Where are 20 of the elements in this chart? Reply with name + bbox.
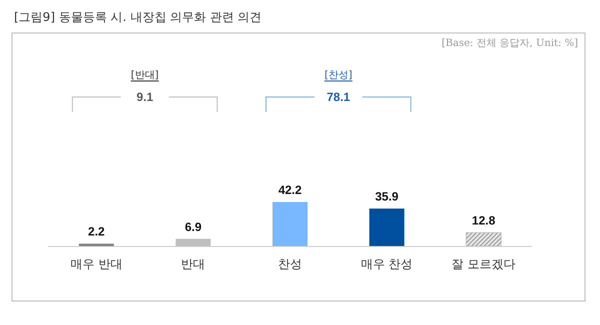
data-label: 2.2 (88, 224, 106, 239)
text: [찬성] (324, 70, 352, 81)
x-tick-label: 반대 (181, 257, 206, 271)
x-tick-label: 찬성 (278, 257, 302, 271)
data-label: 42.2 (278, 183, 302, 197)
chart-title: [그림9] 동물등록 시. 내장칩 의무화 관련 의견 (14, 10, 262, 24)
x-tick-label: 매우 찬성 (360, 257, 413, 271)
x-tick-label: 잘 모르겠다 (452, 257, 516, 271)
data-label: 6.9 (184, 220, 202, 234)
text: 9.1 (136, 90, 154, 104)
data-label: 12.8 (472, 214, 496, 228)
bar (176, 238, 211, 246)
text: 78.1 (326, 90, 350, 104)
x-tick-label: 매우 반대 (70, 257, 122, 271)
bar (466, 232, 502, 246)
bar (369, 208, 404, 246)
text: [반대] (130, 70, 159, 81)
bar (272, 202, 308, 246)
text: [Base: 전체 응답자, Unit: %] (442, 38, 578, 49)
data-label: 35.9 (375, 190, 399, 204)
